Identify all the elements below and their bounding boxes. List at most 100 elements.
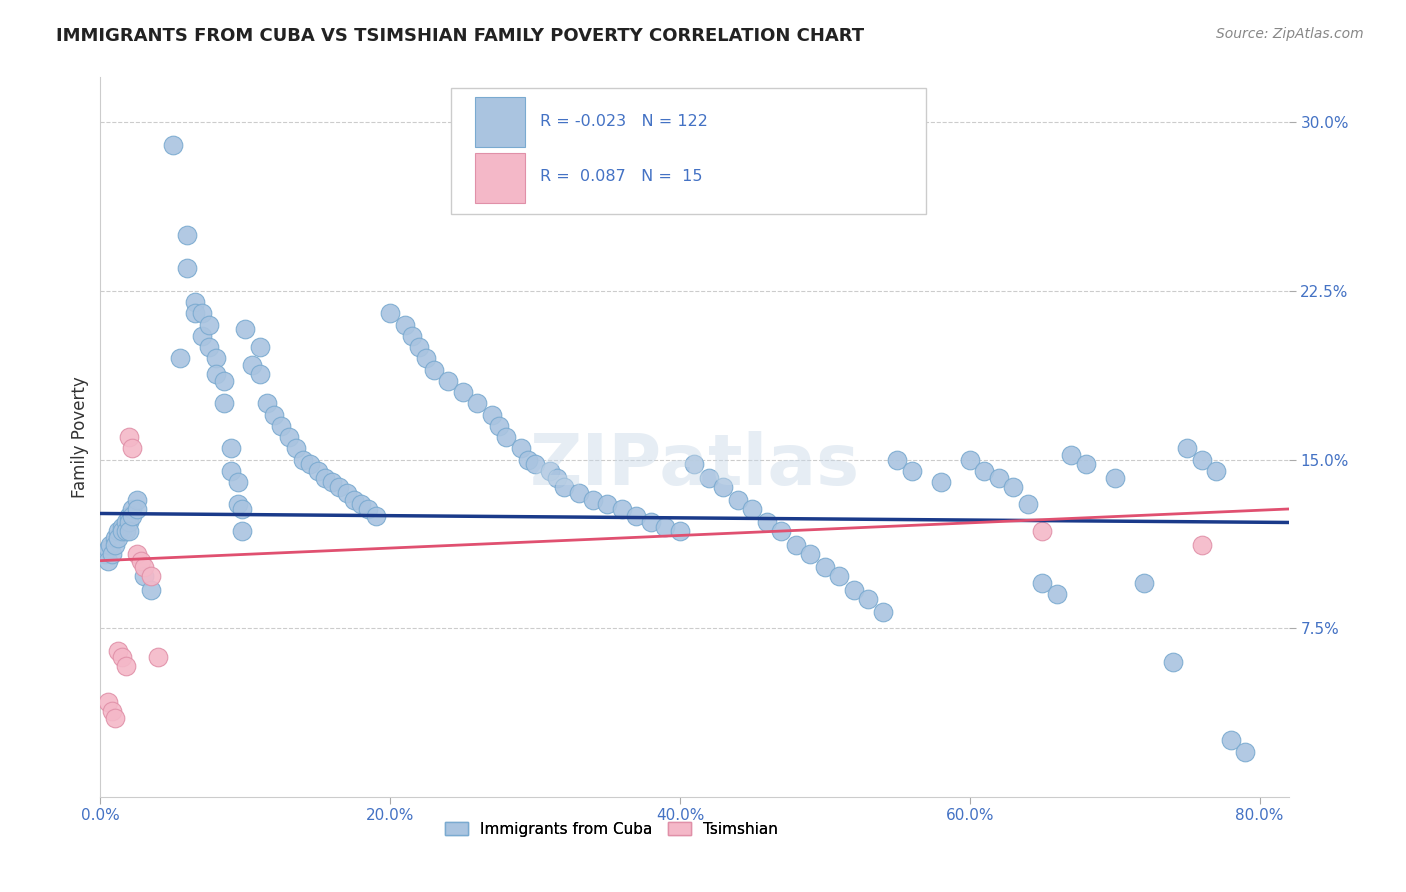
Point: [1132, 576, 1154, 591]
Point: [111, 524, 134, 539]
Point: [357, 502, 380, 516]
Point: [226, 498, 249, 512]
Point: [256, 396, 278, 410]
Point: [219, 442, 242, 456]
Point: [1031, 524, 1053, 539]
Point: [741, 502, 763, 516]
Point: [582, 493, 605, 508]
Point: [111, 650, 134, 665]
Point: [162, 137, 184, 152]
Point: [169, 351, 191, 366]
Point: [886, 452, 908, 467]
Point: [524, 457, 547, 471]
Point: [842, 582, 865, 597]
Point: [328, 479, 350, 493]
Point: [263, 408, 285, 422]
Point: [101, 547, 124, 561]
Point: [872, 606, 894, 620]
Point: [495, 430, 517, 444]
Legend: Immigrants from Cuba, Tsimshian: Immigrants from Cuba, Tsimshian: [439, 815, 783, 843]
Point: [104, 531, 127, 545]
Point: [1017, 498, 1039, 512]
Point: [118, 430, 141, 444]
Point: [198, 318, 221, 332]
Text: R = -0.023   N = 122: R = -0.023 N = 122: [540, 113, 707, 128]
Point: [567, 486, 589, 500]
Point: [111, 520, 134, 534]
Point: [959, 452, 981, 467]
Point: [115, 516, 138, 530]
Point: [198, 340, 221, 354]
Point: [394, 318, 416, 332]
Point: [104, 538, 127, 552]
FancyBboxPatch shape: [475, 153, 524, 202]
Point: [226, 475, 249, 489]
Point: [1002, 479, 1025, 493]
Point: [132, 569, 155, 583]
Point: [242, 358, 264, 372]
Point: [858, 591, 880, 606]
FancyBboxPatch shape: [451, 88, 927, 214]
Point: [336, 486, 359, 500]
Point: [799, 547, 821, 561]
Point: [465, 396, 488, 410]
Point: [121, 508, 143, 523]
FancyBboxPatch shape: [475, 97, 524, 147]
Point: [640, 516, 662, 530]
Point: [118, 524, 141, 539]
Point: [121, 442, 143, 456]
Point: [654, 520, 676, 534]
Point: [755, 516, 778, 530]
Point: [1205, 464, 1227, 478]
Text: IMMIGRANTS FROM CUBA VS TSIMSHIAN FAMILY POVERTY CORRELATION CHART: IMMIGRANTS FROM CUBA VS TSIMSHIAN FAMILY…: [56, 27, 865, 45]
Point: [1191, 452, 1213, 467]
Y-axis label: Family Poverty: Family Poverty: [72, 376, 89, 498]
Point: [1104, 470, 1126, 484]
Point: [299, 457, 322, 471]
Point: [1046, 587, 1069, 601]
Point: [307, 464, 329, 478]
Point: [727, 493, 749, 508]
Point: [93, 547, 115, 561]
Point: [107, 531, 129, 545]
Point: [205, 367, 228, 381]
Point: [115, 659, 138, 673]
Point: [231, 502, 253, 516]
Point: [481, 408, 503, 422]
Text: R =  0.087   N =  15: R = 0.087 N = 15: [540, 169, 703, 185]
Point: [987, 470, 1010, 484]
Point: [401, 329, 423, 343]
Point: [125, 547, 148, 561]
Point: [973, 464, 995, 478]
Point: [364, 508, 387, 523]
Point: [546, 470, 568, 484]
Point: [118, 508, 141, 523]
Point: [125, 493, 148, 508]
Point: [249, 340, 271, 354]
Point: [785, 538, 807, 552]
Point: [683, 457, 706, 471]
Point: [233, 322, 256, 336]
Point: [104, 711, 127, 725]
Point: [115, 524, 138, 539]
Point: [697, 470, 720, 484]
Point: [1175, 442, 1198, 456]
Point: [121, 502, 143, 516]
Point: [1060, 448, 1083, 462]
Point: [610, 502, 633, 516]
Point: [1074, 457, 1097, 471]
Point: [277, 430, 299, 444]
Point: [1234, 745, 1257, 759]
Point: [669, 524, 692, 539]
Point: [231, 524, 253, 539]
Point: [148, 650, 170, 665]
Point: [378, 306, 401, 320]
Point: [139, 569, 162, 583]
Point: [626, 508, 648, 523]
Point: [314, 470, 336, 484]
Point: [212, 374, 235, 388]
Point: [176, 261, 198, 276]
Point: [596, 498, 619, 512]
Point: [488, 418, 510, 433]
Point: [270, 418, 292, 433]
